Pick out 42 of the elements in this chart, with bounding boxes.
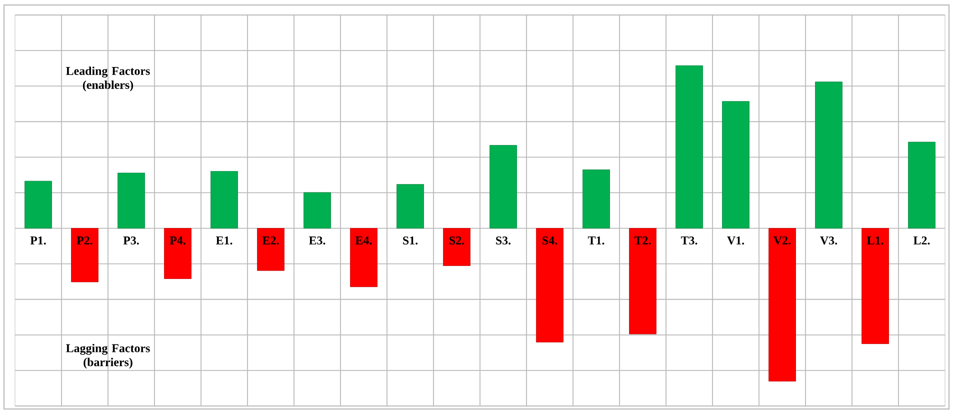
bar [210,171,238,228]
x-tick-label: E2. [262,236,279,245]
bar [350,228,378,288]
bar [71,228,98,282]
bar [862,228,889,344]
x-tick-label: V2. [774,236,791,245]
x-tick-label: T3. [680,236,698,245]
x-tick-label: P1. [30,236,46,245]
bar [815,82,842,228]
bar [629,228,656,334]
bar [536,228,564,342]
x-tick-label: S4. [542,236,558,245]
x-tick-label: P4. [170,236,186,245]
bar [164,228,192,279]
x-tick-label: S1. [403,236,418,245]
x-tick-label: P2. [76,236,92,245]
bar [304,192,331,228]
x-tick-label: V1. [727,236,744,245]
x-tick-label: E1. [216,236,232,245]
bar [396,184,424,228]
annotation: Lagging Factors (barriers) [66,344,150,369]
x-tick-label: V3. [820,236,838,245]
x-tick-label: S3. [496,236,511,245]
bar [582,170,610,228]
bar [443,228,470,266]
bar [676,65,703,228]
bar [908,142,936,228]
x-tick-label: T1. [588,236,604,245]
bar [490,145,517,228]
x-tick-label: T2. [634,236,651,245]
bar [257,228,284,271]
bar [24,180,52,228]
x-tick-label: E4. [355,236,372,245]
bar [118,172,145,228]
bar [768,228,796,382]
x-tick-label: L1. [867,236,884,245]
annotation: Leading Factors (enablers) [66,66,150,92]
x-tick-label: P3. [123,236,139,245]
x-tick-label: L2. [914,236,930,245]
x-tick-label: S2. [450,236,464,245]
bar [722,101,750,228]
x-tick-label: E3. [308,236,326,245]
